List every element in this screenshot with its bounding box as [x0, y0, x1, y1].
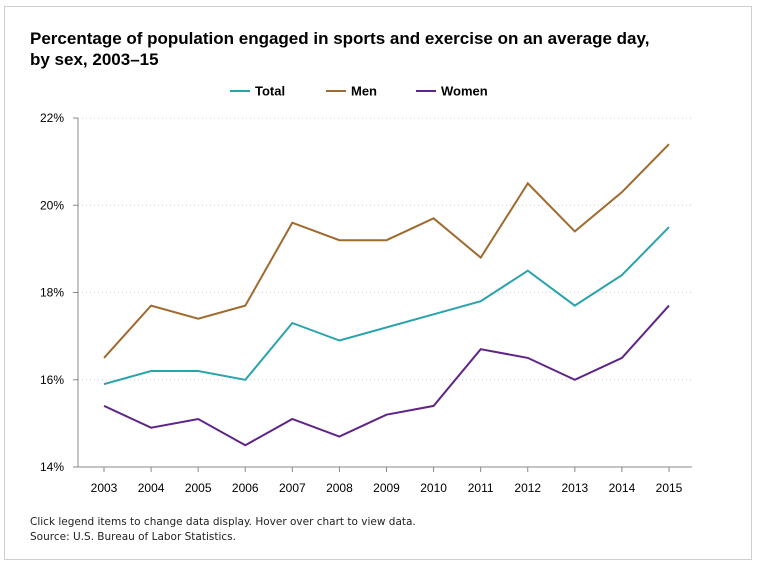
y-tick-label: 14% [40, 460, 64, 474]
x-tick-label: 2004 [138, 481, 165, 495]
x-tick-label: 2014 [609, 481, 636, 495]
footer-source: Source: U.S. Bureau of Labor Statistics. [30, 531, 236, 543]
y-axis-ticks: 14% 16% 18% 20% 22% [40, 111, 78, 474]
x-tick-label: 2015 [656, 481, 683, 495]
y-tick-label: 20% [40, 198, 64, 212]
chart-title: Percentage of population engaged in spor… [30, 28, 710, 70]
legend-item-women[interactable]: Women [416, 84, 488, 99]
legend-label: Men [351, 84, 377, 99]
x-tick-label: 2006 [232, 481, 259, 495]
y-tick-label: 18% [40, 286, 64, 300]
series-line-men[interactable] [103, 143, 670, 359]
x-tick-label: 2008 [326, 481, 353, 495]
y-tick-label: 22% [40, 111, 64, 125]
grid-lines [78, 117, 692, 381]
x-tick-label: 2010 [420, 481, 447, 495]
chart-frame [4, 6, 752, 560]
legend-label: Total [255, 84, 285, 99]
series-line-women[interactable] [103, 304, 670, 447]
legend-item-total[interactable]: Total [230, 84, 285, 99]
footer-note: Click legend items to change data displa… [30, 516, 416, 528]
x-tick-label: 2009 [373, 481, 400, 495]
x-tick-label: 2007 [279, 481, 306, 495]
series-line-total[interactable] [103, 226, 670, 386]
x-tick-label: 2013 [561, 481, 588, 495]
legend[interactable]: Total Men Women [230, 84, 488, 99]
y-tick-label: 16% [40, 373, 64, 387]
legend-item-men[interactable]: Men [326, 84, 377, 99]
x-tick-label: 2011 [468, 481, 494, 495]
chart-footer: Click legend items to change data displa… [30, 515, 416, 545]
chart-title-line-1: Percentage of population engaged in spor… [30, 29, 650, 48]
series-lines[interactable] [103, 143, 670, 447]
chart-title-line-2: by sex, 2003–15 [30, 50, 159, 69]
x-axis-ticks: 2003 2004 2005 2006 2007 2008 2009 2010 2011 2012… [91, 467, 683, 495]
x-tick-label: 2005 [185, 481, 212, 495]
x-tick-label: 2003 [91, 481, 118, 495]
x-tick-label: 2012 [514, 481, 541, 495]
legend-label: Women [441, 84, 488, 99]
